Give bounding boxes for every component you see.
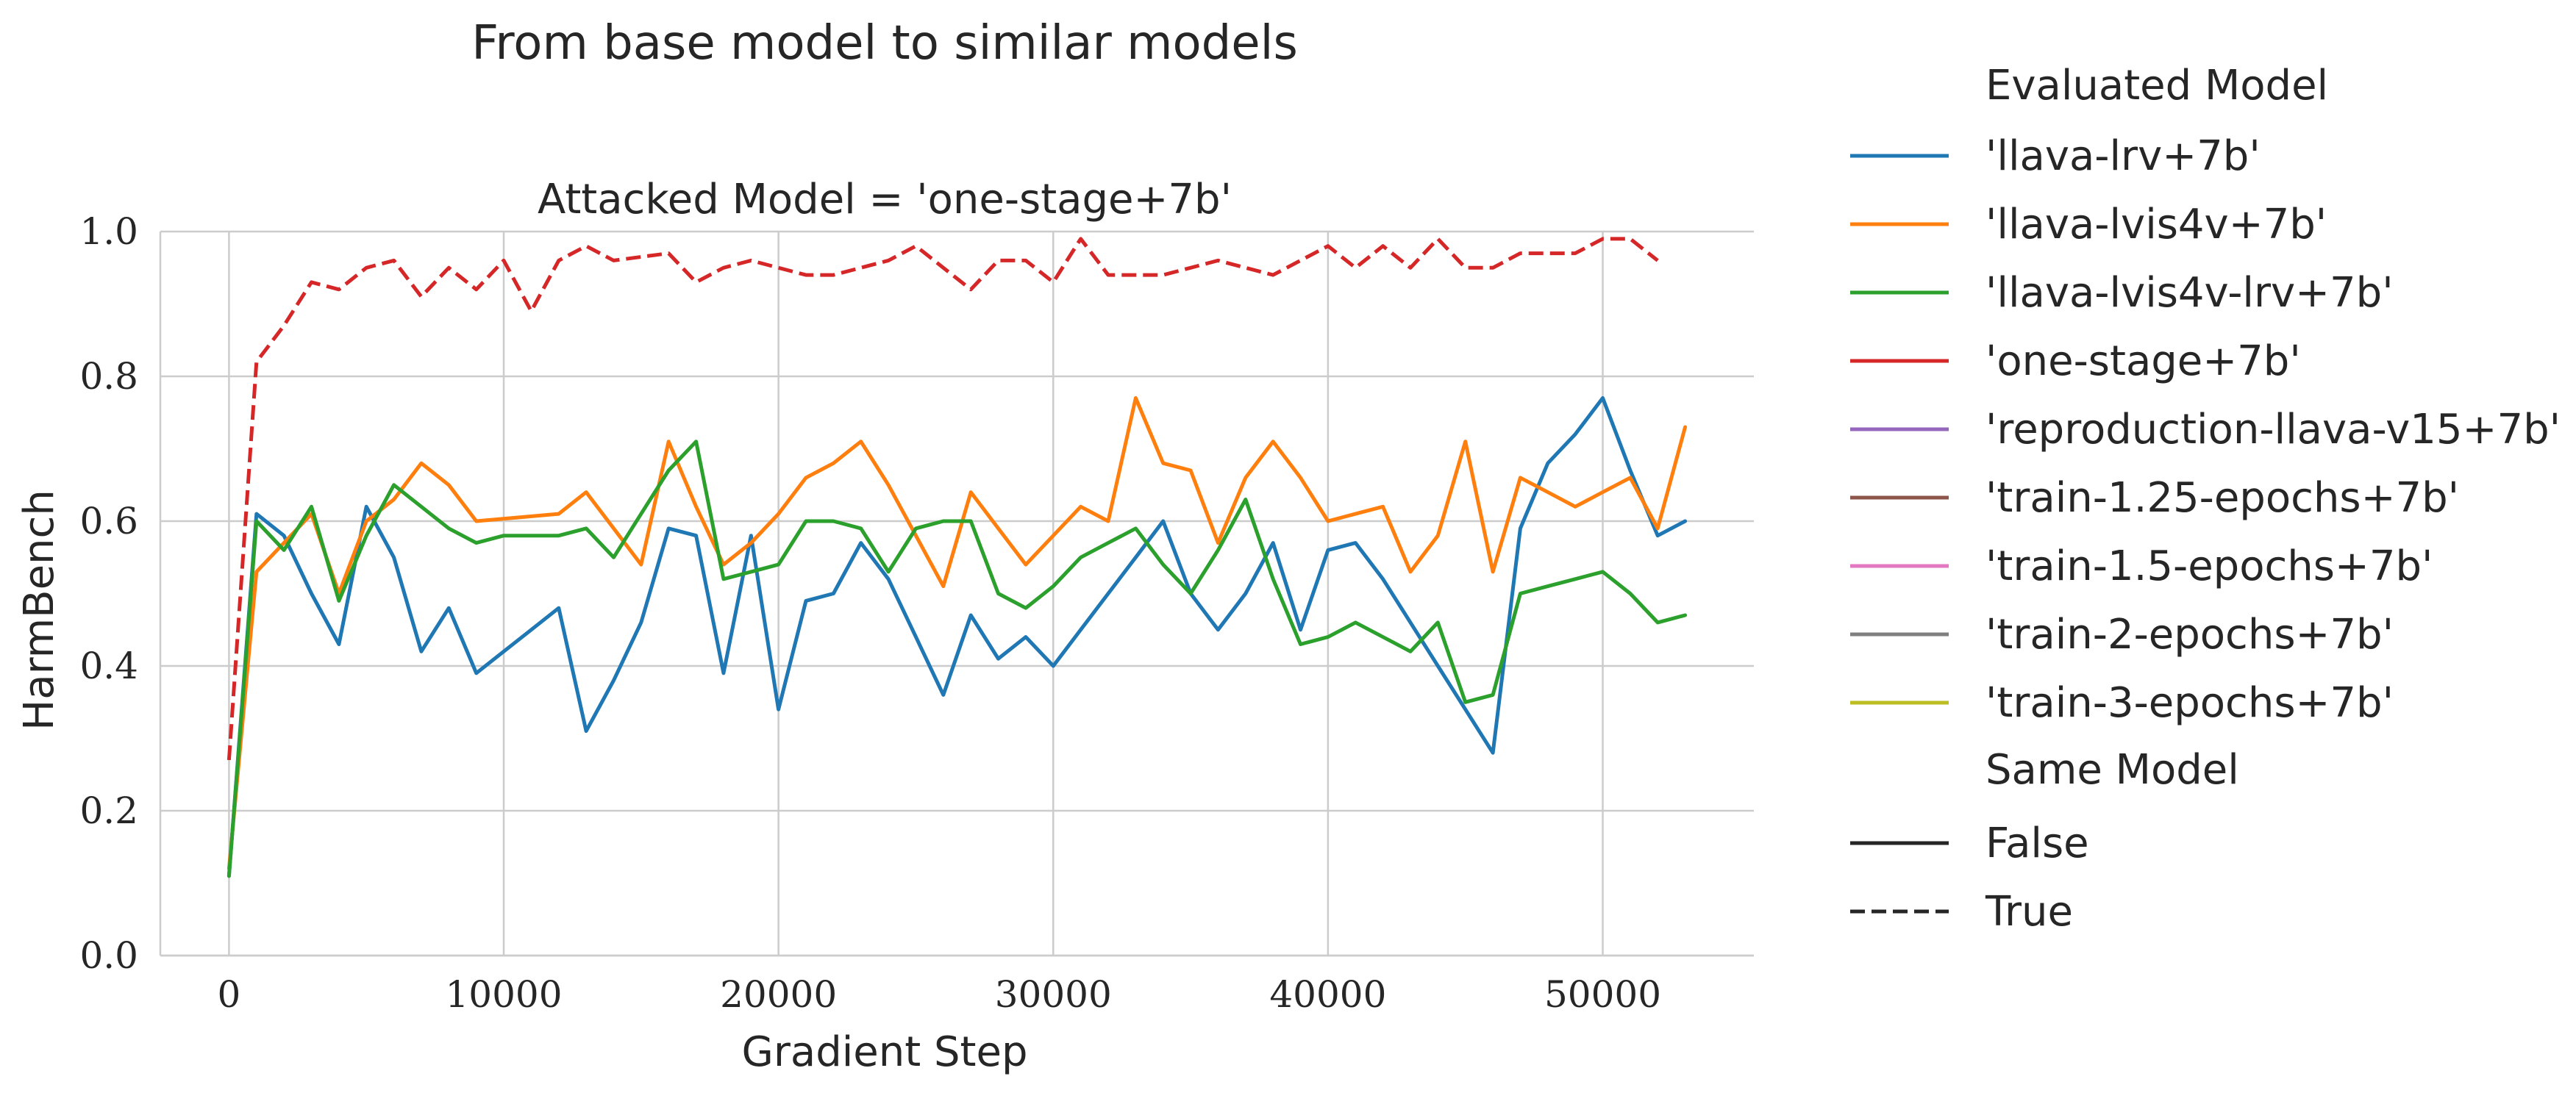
legend-label: 'llava-lvis4v+7b' <box>1985 201 2327 248</box>
y-tick-label: 0.8 <box>79 355 138 398</box>
y-tick-label: 0.0 <box>79 934 138 977</box>
legend-style-label: True <box>1985 888 2073 936</box>
x-tick-label: 30000 <box>995 973 1112 1016</box>
legend-style-label: False <box>1985 820 2089 867</box>
legend-label: 'train-1.25-epochs+7b' <box>1985 474 2459 522</box>
x-tick-label: 20000 <box>720 973 837 1016</box>
y-tick-label: 1.0 <box>79 210 138 253</box>
y-axis-ticks: 0.0 0.2 0.4 0.6 0.8 1.0 <box>79 210 138 977</box>
legend-label: 'train-2-epochs+7b' <box>1985 611 2394 659</box>
x-tick-label: 40000 <box>1269 973 1386 1016</box>
axis-spines <box>159 232 1754 957</box>
x-axis-ticks: 0 10000 20000 30000 40000 50000 <box>217 973 1661 1016</box>
legend: Evaluated Model Same Model 'llava-lrv+7b… <box>1850 62 2561 936</box>
legend-label: 'llava-lrv+7b' <box>1985 132 2261 180</box>
legend-label: 'train-3-epochs+7b' <box>1985 679 2394 727</box>
legend-label: 'train-1.5-epochs+7b' <box>1985 542 2433 590</box>
series-line-llava-lvis4v-lrv-7b <box>226 440 1688 878</box>
series-lines <box>226 237 1688 878</box>
x-tick-label: 0 <box>217 973 240 1016</box>
x-axis-label: Gradient Step <box>741 1028 1027 1076</box>
series-line-llava-lvis4v-7b <box>226 396 1688 871</box>
legend-label: 'reproduction-llava-v15+7b' <box>1985 406 2561 454</box>
series-line-llava-lrv-7b <box>226 396 1688 878</box>
legend-color-title: Evaluated Model <box>1985 62 2328 110</box>
legend-label: 'one-stage+7b' <box>1985 337 2301 385</box>
figure-suptitle: From base model to similar models <box>471 16 1298 71</box>
series-line-one-stage-7b <box>226 237 1659 761</box>
legend-label: 'llava-lvis4v-lrv+7b' <box>1985 269 2394 317</box>
y-tick-label: 0.2 <box>79 789 138 832</box>
y-axis-label: HarmBench <box>15 490 63 731</box>
x-tick-label: 50000 <box>1544 973 1661 1016</box>
y-tick-label: 0.4 <box>79 645 138 687</box>
x-tick-label: 10000 <box>445 973 562 1016</box>
panel-title: Attacked Model = 'one-stage+7b' <box>538 176 1232 223</box>
legend-style-title: Same Model <box>1985 746 2239 794</box>
y-tick-label: 0.6 <box>79 500 138 542</box>
